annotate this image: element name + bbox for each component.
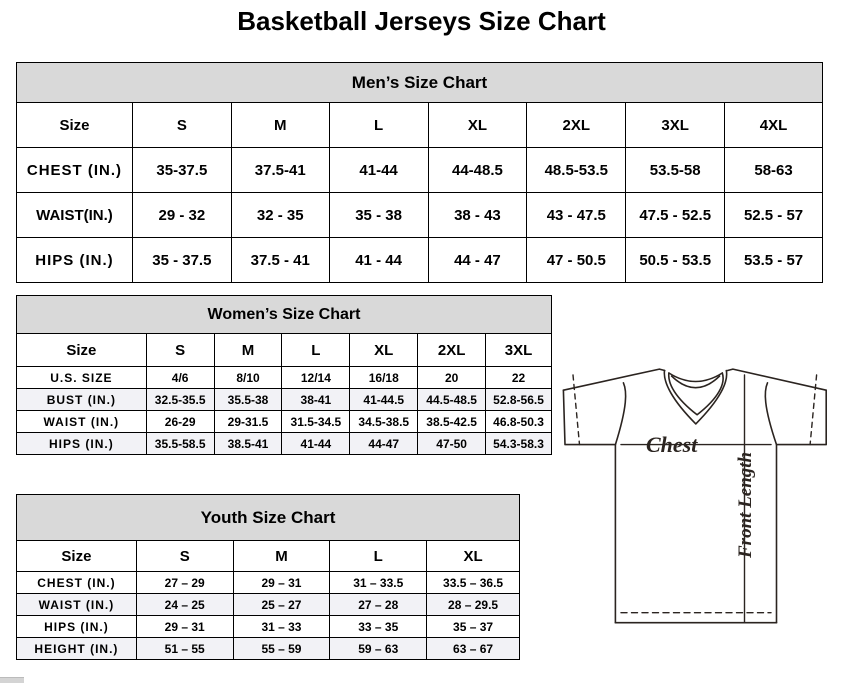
svg-text:Front Length: Front Length xyxy=(735,452,756,559)
svg-text:Chest: Chest xyxy=(646,432,698,457)
